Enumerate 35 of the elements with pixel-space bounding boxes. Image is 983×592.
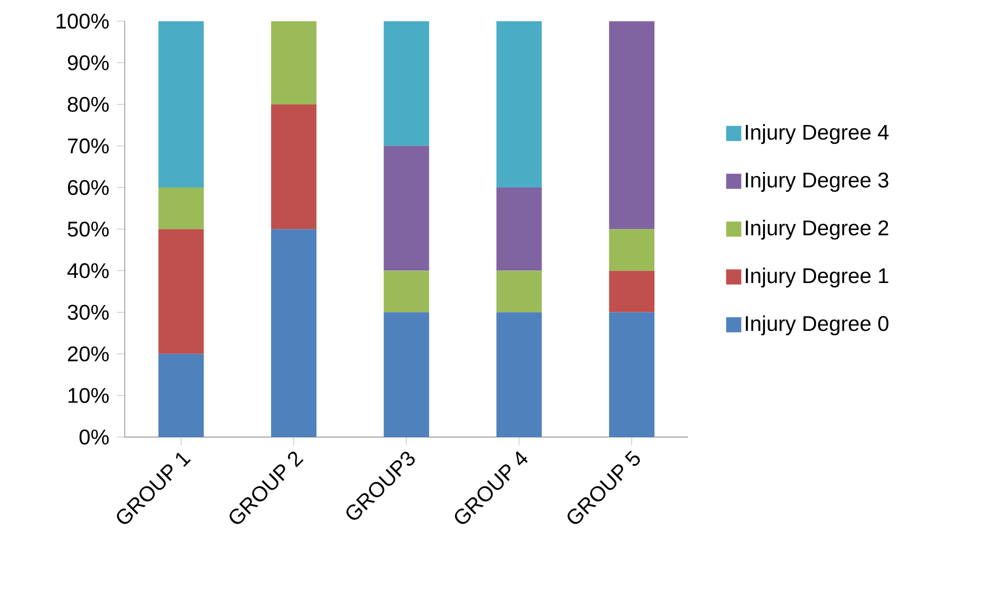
bar [496,187,542,271]
y-tick-label: 80% [68,96,109,112]
bar [609,229,654,271]
legend-label: Injury Degree 4 [746,124,889,144]
legend-label: Injury Degree 2 [746,220,888,240]
bar [609,270,654,312]
y-tick-label: 20% [68,346,109,362]
y-tick-label: 100% [56,14,109,29]
y-tick-label: 70% [68,138,109,154]
bar [271,229,316,438]
y-tick-label: 90% [68,55,109,70]
legend-label: Injury Degree 1 [746,268,888,288]
legend-label: Injury Degree 3 [746,172,888,192]
bar [496,21,542,188]
bar [609,21,654,230]
bar [158,354,204,438]
legend-label: Injury Degree 0 [746,315,888,336]
bar [158,229,204,354]
bar [609,312,654,438]
bar [158,187,204,230]
bar [271,104,316,230]
y-tick-label: 40% [67,263,109,278]
y-tick-label: 10% [68,388,109,403]
y-tick-label: 30% [68,304,109,320]
bar [496,270,542,312]
bar [384,270,430,312]
y-tick-label: 0% [80,430,109,445]
y-tick-label: 50% [68,222,109,237]
bar [384,21,430,146]
bar [384,312,430,438]
bar [384,146,430,271]
bar [158,21,204,188]
bar [271,21,316,104]
bar [496,312,542,438]
y-tick-label: 60% [68,180,109,196]
